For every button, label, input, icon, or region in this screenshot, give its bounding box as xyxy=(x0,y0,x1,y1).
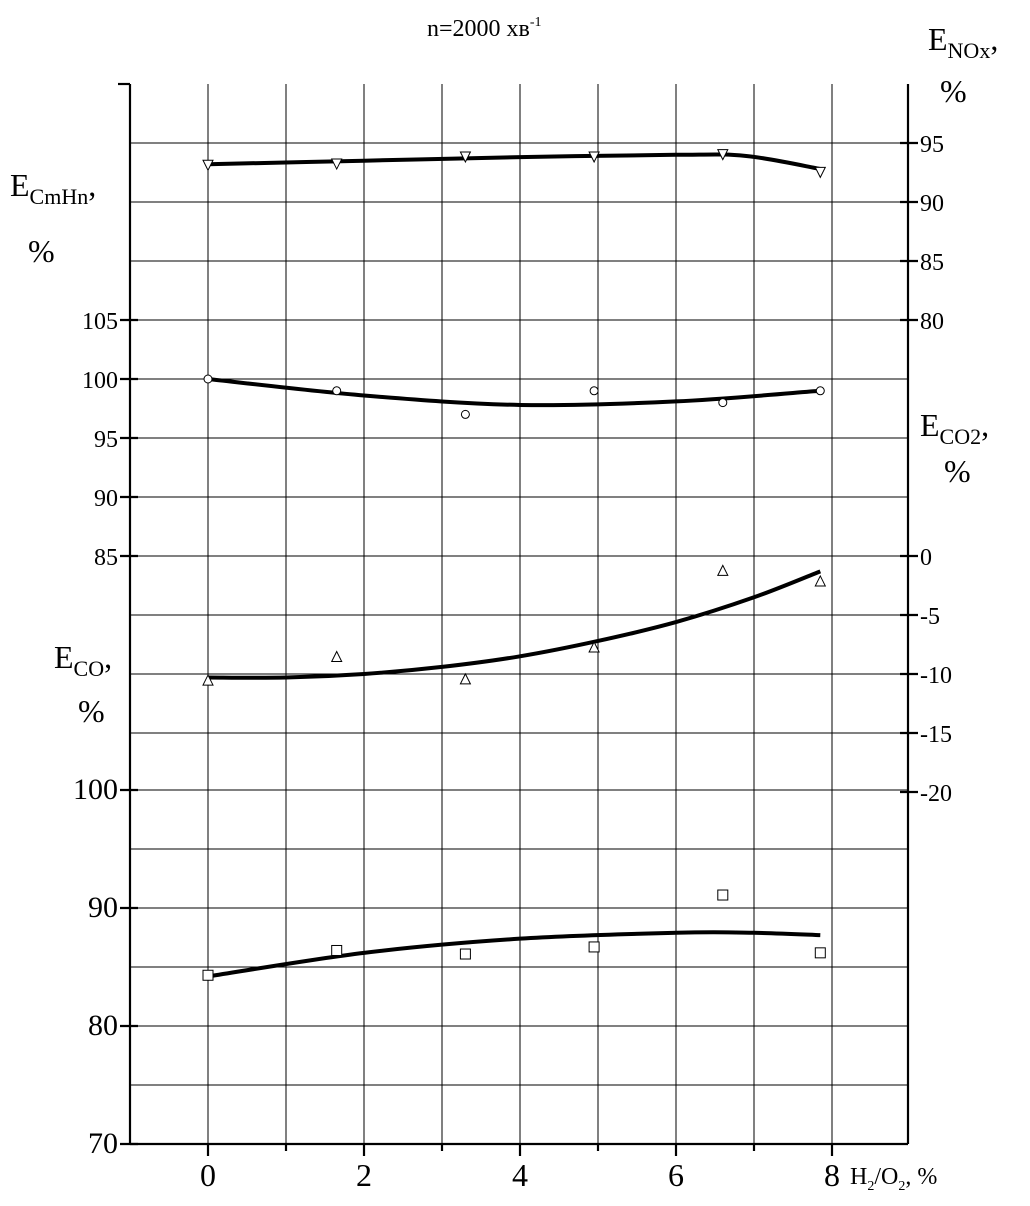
y-tick-label-cmhn: 90 xyxy=(94,486,118,512)
data-point-co xyxy=(717,889,729,901)
data-point-co2 xyxy=(330,650,343,662)
x-tick-label: 0 xyxy=(200,1157,216,1193)
data-point-co xyxy=(814,947,826,959)
fit-curve-co2 xyxy=(207,569,822,680)
y-tick-label-co2: -5 xyxy=(920,604,940,630)
ylabel-nox: ENOx, xyxy=(928,21,998,63)
y-tick-label-co: 90 xyxy=(88,891,118,924)
chart-title: n=2000 хв-1 xyxy=(427,15,542,42)
data-point-cmhn xyxy=(332,386,342,396)
data-point-nox xyxy=(459,151,472,164)
x-tick-label: 2 xyxy=(356,1157,372,1193)
data-point-cmhn xyxy=(815,386,825,396)
ylabel-cmhn-unit: % xyxy=(28,233,55,269)
ylabel-nox-unit: % xyxy=(940,73,967,109)
tick-layer: 0 2 4 6 8 85 90 95 100 105 80 85 90 95 0 -5 -10 -15 -20 70 8… xyxy=(73,132,952,1193)
data-point-co xyxy=(588,941,600,953)
data-point-co2 xyxy=(202,673,214,686)
ylabel-co: ECO, xyxy=(54,639,112,681)
marker-layer xyxy=(202,149,827,981)
ylabel-co2: ECO2, xyxy=(920,407,989,449)
data-point-co xyxy=(202,969,214,981)
data-point-nox xyxy=(588,151,600,164)
fit-curve-co xyxy=(207,930,821,979)
data-point-co xyxy=(459,948,471,960)
x-tick-label: 8 xyxy=(824,1157,840,1193)
data-point-cmhn xyxy=(460,409,470,419)
fit-curve-cmhn xyxy=(207,377,821,408)
y-tick-label-nox: 95 xyxy=(920,132,944,158)
y-tick-label-co: 70 xyxy=(88,1127,118,1160)
data-point-cmhn xyxy=(589,386,599,396)
y-tick-label-cmhn: 95 xyxy=(94,427,118,453)
data-point-co xyxy=(331,944,343,956)
chart-title-superscript: -1 xyxy=(530,15,542,30)
data-point-nox xyxy=(716,149,729,161)
x-tick-label: 4 xyxy=(512,1157,528,1193)
y-tick-label-cmhn: 100 xyxy=(82,368,118,394)
data-point-co2 xyxy=(588,640,600,653)
y-tick-label-co2: -20 xyxy=(920,781,952,807)
ylabel-co2-unit: % xyxy=(944,453,971,489)
y-tick-label-co2: -10 xyxy=(920,663,952,689)
ylabel-cmhn: ECmHn, xyxy=(10,167,96,209)
data-point-co2 xyxy=(814,574,827,587)
data-point-co2 xyxy=(716,564,729,576)
data-point-co2 xyxy=(459,672,472,685)
y-tick-label-co: 80 xyxy=(88,1009,118,1042)
xlabel: H2/O2, % xyxy=(850,1164,937,1194)
y-tick-label-co: 100 xyxy=(73,773,118,806)
y-tick-label-co2: 0 xyxy=(920,545,932,571)
grid-layer xyxy=(130,84,908,1144)
data-point-cmhn xyxy=(203,374,213,384)
x-tick-label: 6 xyxy=(668,1157,684,1193)
y-tick-label-nox: 80 xyxy=(920,309,944,335)
data-point-nox xyxy=(330,158,343,171)
curve-layer xyxy=(207,152,822,979)
data-point-nox xyxy=(814,166,827,179)
y-tick-label-co2: -15 xyxy=(920,722,952,748)
data-point-nox xyxy=(202,159,214,172)
y-tick-label-nox: 85 xyxy=(920,250,944,276)
y-tick-label-cmhn: 85 xyxy=(94,545,118,571)
y-tick-label-cmhn: 105 xyxy=(82,309,118,335)
ylabel-co-unit: % xyxy=(78,693,105,729)
axis-layer xyxy=(118,82,918,1156)
data-point-cmhn xyxy=(718,398,728,408)
fit-curve-nox xyxy=(207,152,821,171)
y-tick-label-nox: 90 xyxy=(920,191,944,217)
